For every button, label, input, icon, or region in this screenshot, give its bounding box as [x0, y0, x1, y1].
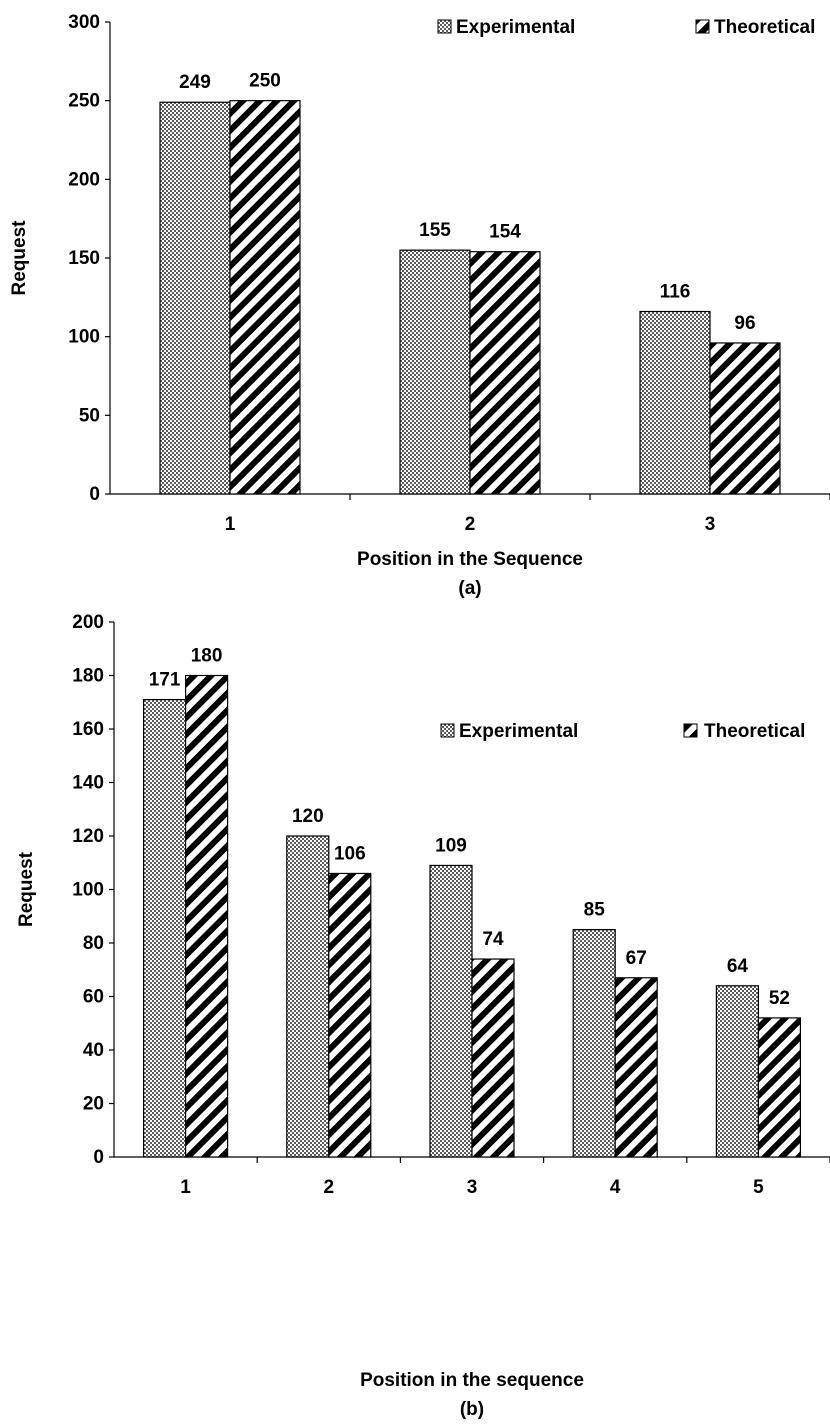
chart-b-legend-label-experimental: Experimental	[459, 721, 578, 742]
chart-a-y-ticks: 0 50 100 150 200 250 300	[68, 12, 110, 505]
chart-b-y-axis-label: Request	[16, 851, 37, 927]
chart-a-y-axis-label: Request	[9, 220, 30, 296]
chart-b-legend: Experimental Theoretical	[440, 721, 805, 742]
chart-a-bar-experimental	[399, 249, 471, 495]
chart-a-bars	[159, 100, 781, 495]
chart-b-bar-theoretical	[185, 674, 229, 1158]
chart-b-data-label: 180	[191, 646, 223, 667]
chart-a-bar-theoretical	[229, 100, 301, 495]
chart-b-y-tick-label: 120	[72, 826, 104, 847]
chart-a-x-axis-label: Position in the Sequence	[357, 549, 583, 570]
chart-b-x-axis-label: Position in the sequence	[360, 1370, 584, 1391]
chart-b-bar-experimental	[429, 864, 473, 1158]
chart-b-x-tick-label: 2	[324, 1177, 335, 1198]
chart-b-y-tick-label: 160	[72, 719, 104, 740]
chart-a-y-tick-label: 250	[68, 91, 100, 112]
chart-a-data-label: 116	[660, 281, 691, 302]
chart-b-data-label: 64	[727, 956, 749, 977]
chart-a-y-tick-label: 0	[89, 484, 100, 505]
chart-b-legend-label-theoretical: Theoretical	[704, 721, 805, 742]
chart-a-y-tick-label: 150	[68, 248, 100, 269]
chart-a-data-label: 249	[179, 72, 211, 93]
chart-a-y-tick-label: 100	[68, 327, 100, 348]
chart-a-legend: Experimental Theoretical	[437, 17, 815, 38]
chart-a-x-ticks: 1 2 3	[225, 494, 830, 535]
chart-a-x-tick-label: 3	[705, 514, 716, 535]
chart-b-data-label: 120	[292, 806, 324, 827]
chart-a-legend-label-experimental: Experimental	[456, 17, 575, 38]
chart-a-legend-label-theoretical: Theoretical	[714, 17, 815, 38]
chart-b-data-label: 67	[626, 948, 647, 969]
chart-a-x-tick-label: 2	[465, 514, 476, 535]
chart-b-x-tick-label: 5	[753, 1177, 764, 1198]
chart-b-legend-swatch-experimental	[440, 723, 455, 738]
chart-a: 249 250 155 154 116 96 0 50 100 150 200 250 300 1 2 3…	[9, 12, 830, 599]
chart-a-data-label: 250	[249, 71, 281, 92]
chart-b-y-tick-label: 80	[83, 933, 104, 954]
chart-b-caption: (b)	[460, 1399, 484, 1420]
chart-a-legend-swatch-experimental	[437, 19, 452, 34]
chart-b-bar-experimental	[715, 985, 760, 1158]
chart-b-y-tick-label: 0	[93, 1147, 104, 1168]
chart-b-bar-theoretical	[328, 872, 372, 1158]
chart-a-y-tick-label: 300	[68, 12, 100, 33]
chart-a-data-label: 96	[734, 313, 755, 334]
chart-b-x-ticks: 1 2 3 4 5	[180, 1157, 830, 1198]
chart-b-bar-theoretical	[471, 958, 515, 1158]
chart-b-y-tick-label: 20	[83, 1094, 104, 1115]
chart-b-data-label: 106	[334, 843, 366, 864]
chart-b-data-label: 74	[482, 929, 504, 950]
chart-a-x-tick-label: 1	[225, 514, 236, 535]
chart-a-bar-theoretical	[709, 342, 781, 495]
chart-b-y-tick-label: 100	[72, 880, 104, 901]
chart-a-data-label: 154	[489, 222, 521, 243]
chart-a-legend-swatch-theoretical	[695, 19, 710, 34]
chart-b-y-ticks: 0 20 40 60 80 100 120 140 160 180 200	[72, 612, 114, 1168]
chart-b-data-label: 52	[769, 988, 790, 1009]
chart-b-data-label: 85	[584, 900, 606, 921]
chart-b-legend-swatch-theoretical	[683, 723, 698, 738]
chart-b-bars	[143, 674, 802, 1158]
chart-b-bar-experimental	[286, 835, 330, 1158]
chart-a-data-labels: 249 250 155 154 116 96	[179, 71, 755, 334]
chart-b-bar-experimental	[143, 698, 187, 1158]
chart-b-bar-experimental	[572, 929, 616, 1158]
chart-a-bar-experimental	[639, 310, 711, 495]
chart-b-x-tick-label: 4	[610, 1177, 621, 1198]
chart-a-data-label: 155	[419, 220, 451, 241]
chart-b-y-tick-label: 40	[83, 1040, 104, 1061]
chart-b-y-tick-label: 180	[72, 666, 104, 687]
chart-a-y-tick-label: 50	[79, 405, 100, 426]
chart-b-x-tick-label: 3	[467, 1177, 478, 1198]
chart-a-bar-theoretical	[469, 251, 541, 495]
chart-a-caption: (a)	[458, 578, 481, 599]
chart-a-y-tick-label: 200	[68, 169, 100, 190]
chart-b-y-tick-label: 60	[83, 987, 104, 1008]
chart-b-bar-theoretical	[614, 977, 658, 1158]
chart-b-data-labels: 171 180 120 106 109 74 85 67 64 52	[149, 646, 790, 1009]
chart-b-data-label: 171	[149, 670, 181, 691]
chart-b-bar-theoretical	[757, 1017, 802, 1158]
chart-a-bar-experimental	[159, 101, 231, 495]
chart-b-x-tick-label: 1	[180, 1177, 191, 1198]
chart-b-y-tick-label: 200	[72, 612, 104, 633]
chart-b-y-tick-label: 140	[72, 773, 104, 794]
chart-b-data-label: 109	[435, 835, 467, 856]
